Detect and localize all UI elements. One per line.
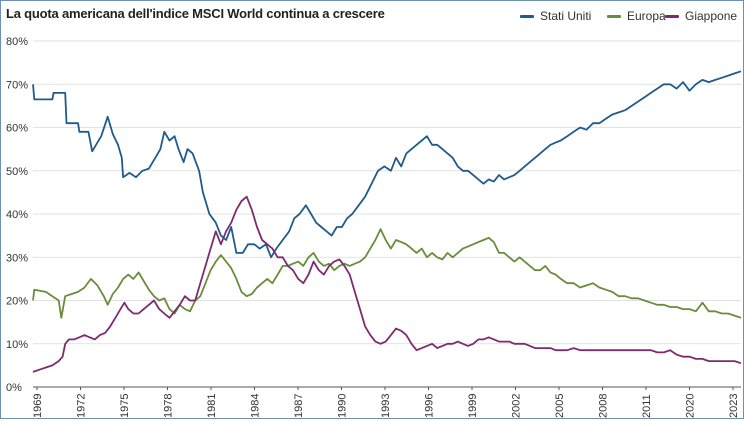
series-line-stati-uniti bbox=[32, 70, 742, 259]
x-axis-ticks: 1969 1972 1975 1978 1981 1984 1987 1990 1993 1996… bbox=[32, 387, 740, 418]
legend-swatch-giappone bbox=[665, 14, 679, 18]
x-tick-label: 2008 bbox=[598, 394, 610, 418]
x-tick-label: 1996 bbox=[424, 394, 436, 418]
y-tick-label: 70% bbox=[6, 79, 28, 91]
x-tick-label: 2002 bbox=[511, 394, 523, 418]
gridlines bbox=[33, 40, 741, 388]
series-lines bbox=[32, 70, 742, 373]
series-line-giappone bbox=[32, 195, 742, 373]
x-tick-label: 1969 bbox=[32, 394, 44, 418]
y-axis-ticks: 0% 10% 20% 30% 40% 50% 60% 70% 80% bbox=[6, 36, 28, 394]
y-tick-label: 50% bbox=[6, 166, 28, 178]
x-tick-label: 1978 bbox=[163, 394, 175, 418]
x-tick-label: 1972 bbox=[76, 394, 88, 418]
x-tick-label: 2011 bbox=[641, 394, 653, 418]
y-tick-label: 20% bbox=[6, 296, 28, 308]
chart-title: La quota americana dell'indice MSCI Worl… bbox=[6, 6, 385, 21]
legend-item-stati-uniti: Stati Uniti bbox=[520, 9, 591, 23]
series-line-europa bbox=[32, 228, 742, 319]
x-tick-label: 1987 bbox=[293, 394, 305, 418]
y-tick-label: 80% bbox=[6, 36, 28, 48]
x-tick-label: 2005 bbox=[554, 394, 566, 418]
y-tick-label: 10% bbox=[6, 339, 28, 351]
y-tick-label: 0% bbox=[6, 382, 22, 394]
legend-label-stati-uniti: Stati Uniti bbox=[540, 9, 592, 23]
y-tick-label: 60% bbox=[6, 123, 28, 135]
x-tick-label: 2020 bbox=[685, 394, 697, 418]
legend-item-giappone: Giappone bbox=[665, 9, 737, 23]
x-tick-label: 1981 bbox=[206, 394, 218, 418]
x-tick-label: 1993 bbox=[380, 394, 392, 418]
x-tick-label: 2023 bbox=[728, 394, 740, 418]
y-tick-label: 40% bbox=[6, 209, 28, 221]
x-tick-label: 1990 bbox=[337, 394, 349, 418]
legend-swatch-stati-uniti bbox=[520, 14, 534, 18]
y-tick-label: 30% bbox=[6, 252, 28, 264]
x-tick-label: 1975 bbox=[119, 394, 131, 418]
x-tick-label: 1999 bbox=[467, 394, 479, 418]
legend-swatch-europa bbox=[607, 14, 621, 18]
legend-label-europa: Europa bbox=[627, 9, 666, 23]
legend-label-giappone: Giappone bbox=[685, 9, 738, 23]
legend-item-europa: Europa bbox=[607, 9, 666, 23]
x-tick-label: 1984 bbox=[250, 394, 262, 418]
